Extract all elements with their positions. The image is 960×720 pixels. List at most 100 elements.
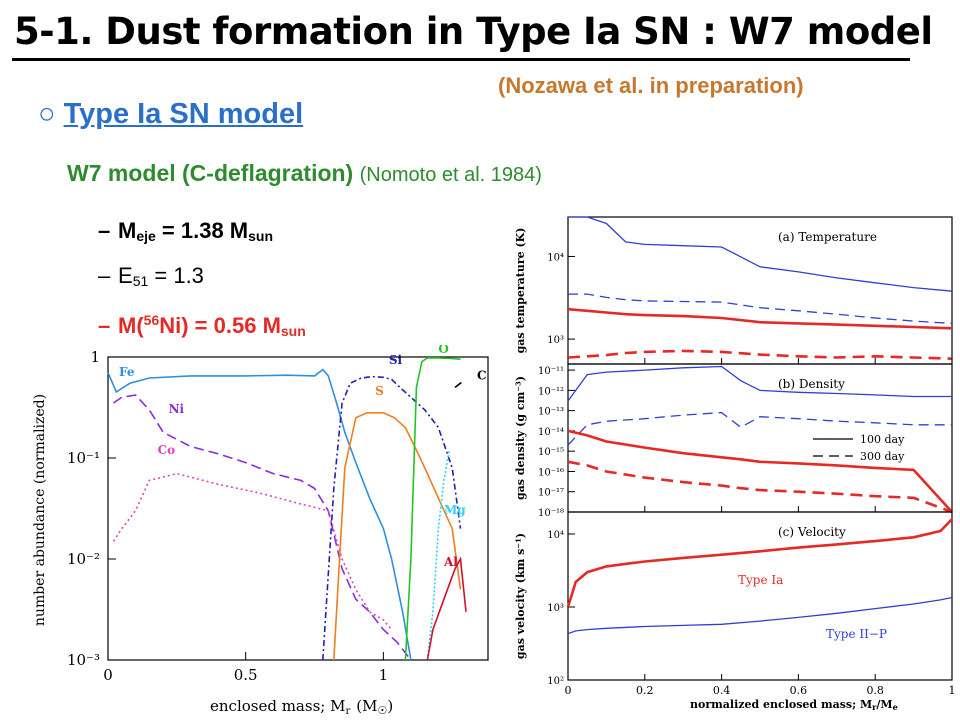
series-label-mg: Mg [444,503,466,517]
series-line-type-ia [566,518,953,608]
dash-icon: – [98,263,111,288]
panel-velocity: (c) Velocity gas velocity (km s⁻¹) 10⁴ 10³ 1… [514,511,956,697]
y-tick-label: 10³ [547,603,564,614]
series-line-si [322,375,462,661]
physical-x-label: normalized enclosed mass; Mr/Me [690,698,898,712]
series-label-co: Co [158,443,176,457]
x-tick-label: 0.6 [790,684,808,697]
abundance-chart: 0 0.5 1 1 10⁻¹ 10⁻² 10⁻³ Fe Ni Co Si S O Mg Al C numbe… [32,345,489,717]
y-tick-label: 10⁻¹¹ [538,366,564,377]
panel-y-label: gas velocity (km s⁻¹) [514,533,527,659]
bullet-ejecta-mass: – Meje = 1.38 Msun [98,218,273,244]
x-tick-label: 0 [103,666,113,684]
series-label-ni: Ni [169,402,185,416]
y-tick-label: 1 [90,348,100,366]
panel-frame [567,216,953,365]
abundance-x-label: enclosed mass; Mr (M☉) [210,697,393,717]
x-tick-label: 0.2 [636,684,654,697]
x-tick-label: 0.5 [234,666,258,684]
series-line-type-iip [567,596,953,635]
bullet-text: = 1.3 [148,263,204,288]
series-line-blue-300day [567,411,952,446]
abundance-y-label: number abundance (normalized) [32,394,48,626]
series-line-red-300day [567,460,953,514]
y-tick-label: 10⁻¹³ [538,407,564,418]
x-tick-label: 0 [565,684,572,697]
bullet-subscript: sun [280,323,306,339]
series-line-red-100day [567,429,953,513]
series-label-c: C [477,368,487,382]
bullet-nickel-mass: – M(56Ni) = 0.56 Msun [98,312,306,339]
panel-temperature: (a) Temperature gas temperature (K) 10⁴ 10³ [514,216,953,365]
series-label-fe: Fe [119,365,135,379]
panel-density: (b) Density gas density (g cm⁻³) 10⁻¹¹ 10⁻¹… [514,363,953,519]
bullet-subscript: eje [136,228,156,244]
section-label: Type Ia SN model [63,98,304,130]
model-line: W7 model (C-deflagration) (Nomoto et al.… [67,160,542,187]
bullet-explosion-energy: – E51 = 1.3 [98,263,204,289]
series-line-co [112,472,393,631]
y-tick-label: 10² [547,676,564,687]
series-label-al: Al [443,555,458,569]
panel-label: (b) Density [778,377,845,391]
series-line-al [426,556,467,661]
y-tick-label: 10⁻¹ [67,449,100,467]
series-label-s: S [375,384,384,398]
bullet-text: M [118,218,137,243]
y-tick-label: 10⁻¹⁴ [538,427,564,438]
series-line-mg [426,449,451,661]
x-tick-label: 0.4 [713,684,731,697]
dash-icon: – [98,218,111,243]
bullet-subscript: sun [248,228,274,244]
physical-conditions-chart: (a) Temperature gas temperature (K) 10⁴ 10³… [514,216,956,712]
y-tick-label: 10³ [547,335,564,346]
circle-bullet-icon: ○ [38,98,56,130]
dash-icon: – [98,313,111,338]
credit-note: (Nozawa et al. in preparation) [498,73,804,98]
series-line-blue-100day [568,216,953,292]
y-tick-label: 10⁴ [547,530,564,541]
bullet-subscript: 51 [132,273,149,289]
series-line-o [404,357,461,661]
bullet-text: = 1.38 M [155,218,249,243]
model-reference: (Nomoto et al. 1984) [359,164,542,186]
series-line-blue-100day [567,365,952,402]
x-tick-label: 1 [379,666,389,684]
y-tick-label: 10⁻² [67,550,100,568]
panel-y-label: gas temperature (K) [514,228,527,354]
title-underline [12,58,910,61]
abundance-axis-ticks: 0 0.5 1 1 10⁻¹ 10⁻² 10⁻³ [67,348,388,684]
abundance-plot-frame [107,356,489,661]
y-tick-label: 10⁻¹² [538,386,564,397]
series-line-red-100day [567,307,953,330]
panel-y-label: gas density (g cm⁻³) [514,376,527,500]
y-tick-label: 10⁻³ [67,651,100,669]
y-tick-label: 10⁻¹⁸ [538,508,564,519]
bullet-text: M( [118,313,144,338]
series-line-fe [107,368,412,661]
slide-title: 5-1. Dust formation in Type Ia SN : W7 m… [14,10,933,53]
y-tick-label: 10⁻¹⁶ [538,467,564,478]
series-label-o: O [438,345,448,356]
y-tick-label: 10⁻¹⁷ [538,488,564,499]
abundance-series-group [107,357,467,661]
series-line-c [454,378,467,389]
panel-frame [567,511,953,681]
series-line-red-300day [567,349,953,360]
series-line-s [333,412,462,661]
physical-panels: (a) Temperature gas temperature (K) 10⁴ 10³… [514,216,956,697]
series-line-ni [113,394,412,661]
x-tick-label: 0.8 [866,684,884,697]
series-label-si: Si [389,353,403,367]
model-name: W7 model (C-deflagration) [67,160,354,186]
x-tick-label: 1 [949,684,956,697]
legend-label-300day: 300 day [860,450,905,463]
y-tick-label: 10⁴ [547,252,564,263]
legend-label-100day: 100 day [860,433,905,446]
abundance-series-labels: Fe Ni Co Si S O Mg Al C [119,345,487,569]
panel-label: (c) Velocity [778,525,846,539]
bullet-superscript: 56 [143,312,160,328]
bullet-text: Ni) = 0.56 M [159,313,281,338]
series-line-blue-300day [568,293,953,325]
bullet-text: E [118,263,133,288]
